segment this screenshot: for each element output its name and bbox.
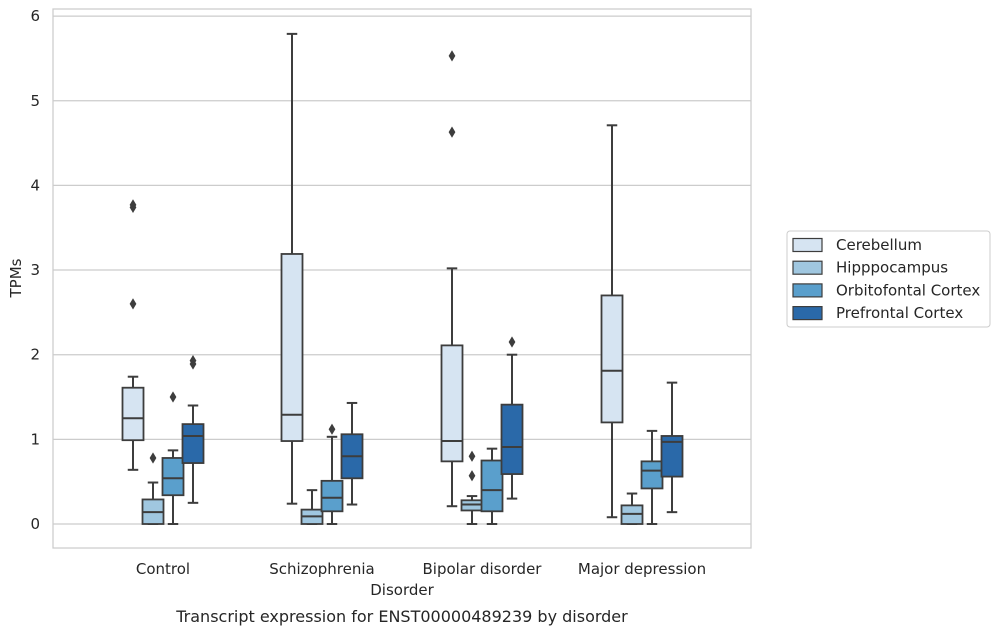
x-tick-labels: Control Schizophrenia Bipolar disorder Majo… <box>136 560 706 578</box>
y-tick-label: 2 <box>30 346 40 364</box>
chart-caption: Transcript expression for ENST0000048923… <box>175 607 628 626</box>
y-axis-title: TPMs <box>7 258 25 298</box>
x-tick-label: Major depression <box>578 560 706 578</box>
y-tick-label: 4 <box>30 176 40 194</box>
y-tick-labels: 0 1 2 3 4 5 6 <box>30 7 40 533</box>
y-tick-label: 6 <box>30 7 40 25</box>
outlier-point <box>468 450 476 462</box>
box-plot-item <box>500 336 524 500</box>
outlier-point <box>129 298 137 310</box>
box-plot-item <box>280 32 304 505</box>
outlier-point <box>508 336 516 348</box>
box-iqr <box>660 435 684 478</box>
legend-swatch <box>792 306 823 321</box>
x-tick-label: Bipolar disorder <box>423 560 543 578</box>
outlier-point <box>468 470 476 482</box>
legend-label: Orbitofontal Cortex <box>836 281 980 299</box>
box-iqr <box>181 423 205 464</box>
box-plot-item <box>600 124 624 519</box>
box-plot-item <box>320 423 344 525</box>
x-tick-label: Control <box>136 560 190 578</box>
outlier-point <box>328 423 336 435</box>
y-tick-label: 0 <box>30 515 40 533</box>
plot-area-frame <box>52 8 752 549</box>
outlier-point <box>448 126 456 138</box>
box-iqr <box>500 403 524 475</box>
box-iqr <box>600 294 624 424</box>
box-plot-item <box>660 381 684 514</box>
box-iqr <box>320 479 344 513</box>
y-tick-label: 1 <box>30 430 40 448</box>
outlier-point <box>189 355 197 367</box>
outlier-point <box>169 391 177 403</box>
legend-label: Prefrontal Cortex <box>836 304 963 322</box>
box-iqr <box>440 344 464 463</box>
legend: Cerebellum Hipppocampus Orbitofontal Corte… <box>786 230 991 328</box>
legend-frame <box>786 230 991 328</box>
box-plot-item <box>181 355 205 504</box>
legend-swatch <box>792 283 823 298</box>
legend-label: Cerebellum <box>836 236 922 254</box>
box-iqr <box>280 253 304 442</box>
box-plot-item <box>161 391 185 525</box>
outlier-point <box>448 50 456 62</box>
outlier-point <box>129 199 137 211</box>
box-iqr <box>640 460 664 490</box>
outlier-point <box>149 452 157 464</box>
x-axis-title: Disorder <box>370 581 434 599</box>
box-plot-item <box>121 199 145 471</box>
x-tick-label: Schizophrenia <box>269 560 374 578</box>
box-plot-item <box>141 452 165 525</box>
box-plot-item <box>340 401 364 506</box>
box-iqr <box>480 459 504 513</box>
box-plot-item <box>480 447 504 525</box>
box-iqr <box>121 386 145 442</box>
y-tick-label: 3 <box>30 261 40 279</box>
legend-label: Hipppocampus <box>836 259 948 277</box>
y-tick-label: 5 <box>30 92 40 110</box>
box-series-group <box>121 32 684 525</box>
legend-swatch <box>792 260 823 275</box>
legend-swatch <box>792 237 823 253</box>
legend-items: Cerebellum Hipppocampus Orbitofontal Corte… <box>792 236 980 322</box>
box-plot-item <box>460 450 484 525</box>
box-iqr <box>161 457 185 497</box>
box-plot-item <box>440 50 464 508</box>
box-plot-item <box>300 489 324 525</box>
box-plot-item <box>620 492 644 525</box>
